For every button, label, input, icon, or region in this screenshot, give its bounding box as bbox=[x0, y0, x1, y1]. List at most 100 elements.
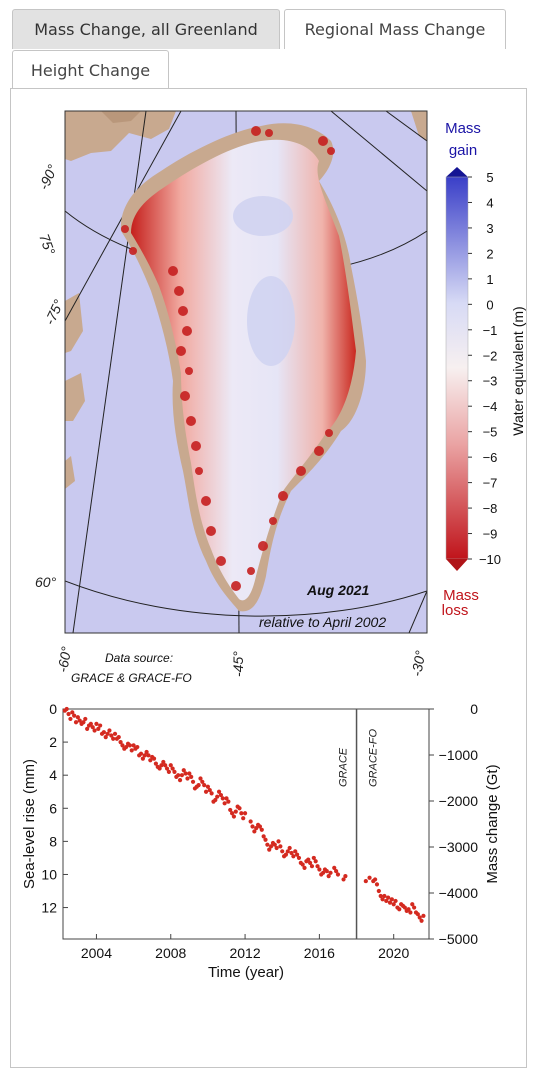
data-point bbox=[218, 792, 224, 798]
data-point bbox=[177, 778, 183, 783]
y-tick-label-left: 0 bbox=[49, 701, 57, 717]
lon-label: -90° bbox=[35, 162, 61, 193]
x-tick-label: 2008 bbox=[155, 945, 186, 961]
data-point bbox=[267, 847, 272, 852]
data-point bbox=[328, 870, 333, 875]
data-point bbox=[111, 736, 116, 741]
colorbar-loss-label: Mass bbox=[443, 587, 479, 604]
data-point bbox=[276, 839, 281, 844]
data-point bbox=[202, 783, 207, 788]
data-point bbox=[332, 865, 337, 870]
data-point bbox=[181, 768, 186, 773]
data-point bbox=[172, 769, 177, 774]
data-point bbox=[166, 769, 171, 774]
data-point bbox=[321, 870, 326, 875]
data-point bbox=[148, 758, 153, 763]
colorbar-tick-label: 0 bbox=[486, 297, 493, 312]
data-point bbox=[135, 744, 140, 750]
data-point bbox=[70, 710, 75, 715]
data-point bbox=[170, 766, 175, 771]
data-point bbox=[391, 902, 396, 907]
data-point bbox=[419, 918, 424, 923]
data-point bbox=[90, 725, 95, 730]
y-tick-label-right: −4000 bbox=[439, 885, 479, 901]
y-tick-label-right: −2000 bbox=[439, 793, 479, 809]
data-point bbox=[421, 913, 426, 918]
data-point bbox=[343, 874, 348, 879]
data-point bbox=[268, 844, 274, 849]
data-point bbox=[289, 850, 294, 856]
colorbar: Mass gain 5 4 3 2 1 0 −1 −2 −3 −4 −5 −6 −7 −8 −9 −10 Ma… bbox=[442, 120, 526, 619]
data-point bbox=[127, 743, 132, 748]
colorbar-tick-label: −6 bbox=[483, 450, 498, 465]
data-point bbox=[157, 766, 162, 771]
data-point bbox=[242, 811, 248, 816]
data-point bbox=[142, 753, 147, 758]
data-point bbox=[324, 869, 329, 874]
colorbar-tick-label: 4 bbox=[486, 195, 493, 210]
data-point bbox=[118, 739, 123, 745]
data-point bbox=[224, 796, 229, 801]
data-point bbox=[272, 842, 277, 847]
colorbar-tick-label: −4 bbox=[483, 399, 498, 414]
y-tick-label-right: −5000 bbox=[439, 931, 479, 947]
tab-height-change[interactable]: Height Change bbox=[12, 50, 169, 90]
data-point bbox=[103, 735, 108, 740]
data-point bbox=[138, 751, 144, 756]
data-point bbox=[222, 801, 227, 806]
data-point bbox=[248, 819, 253, 824]
data-point bbox=[107, 728, 112, 733]
data-point bbox=[163, 763, 168, 768]
y-axis-label-left: Sea-level rise (mm) bbox=[21, 759, 38, 889]
y-tick-label-left: 6 bbox=[49, 800, 57, 816]
data-point bbox=[209, 791, 214, 796]
data-point bbox=[185, 776, 190, 781]
data-point bbox=[228, 807, 233, 813]
data-point bbox=[309, 864, 315, 869]
data-point bbox=[367, 875, 372, 880]
data-point bbox=[101, 730, 106, 735]
data-point bbox=[402, 905, 407, 910]
x-tick-label: 2016 bbox=[304, 945, 335, 961]
data-point bbox=[200, 779, 205, 784]
data-point bbox=[393, 898, 398, 904]
data-point bbox=[92, 728, 97, 733]
y-tick-label-left: 12 bbox=[41, 900, 57, 916]
data-point bbox=[112, 731, 118, 736]
tab-regional-mass-change[interactable]: Regional Mass Change bbox=[284, 9, 506, 49]
data-point bbox=[261, 834, 266, 839]
data-point bbox=[146, 753, 151, 758]
data-point bbox=[257, 824, 263, 829]
data-point bbox=[389, 897, 394, 902]
data-point bbox=[386, 895, 391, 900]
tab-mass-change-all-greenland[interactable]: Mass Change, all Greenland bbox=[12, 9, 280, 49]
lon-label: -75° bbox=[41, 297, 67, 328]
data-point bbox=[250, 824, 255, 829]
data-point bbox=[376, 888, 381, 894]
data-point bbox=[283, 852, 289, 857]
greenland-mass-map: -90° 75° -75° 60° -60° -45° -30° Aug 202… bbox=[35, 110, 429, 685]
data-point bbox=[213, 797, 218, 803]
data-point bbox=[189, 774, 194, 779]
y-tick-label-right: 0 bbox=[470, 701, 478, 717]
data-point bbox=[131, 743, 136, 748]
data-point bbox=[176, 773, 181, 778]
data-point bbox=[341, 877, 346, 882]
data-point bbox=[278, 844, 283, 849]
data-point bbox=[83, 716, 88, 722]
data-point bbox=[410, 902, 415, 907]
y-tick-label-right: −1000 bbox=[439, 747, 479, 763]
data-source-title: Data source: bbox=[105, 651, 173, 665]
data-point bbox=[291, 854, 296, 859]
data-point bbox=[116, 735, 121, 740]
data-point bbox=[311, 855, 316, 861]
colorbar-tick-label: −5 bbox=[483, 425, 498, 440]
colorbar-loss-label: loss bbox=[442, 602, 469, 619]
colorbar-loss-triangle bbox=[446, 559, 468, 571]
data-point bbox=[252, 829, 257, 834]
data-point bbox=[334, 869, 339, 874]
data-point bbox=[88, 721, 93, 726]
colorbar-tick-label: −9 bbox=[483, 527, 498, 542]
data-point bbox=[254, 826, 259, 831]
data-point bbox=[373, 877, 378, 882]
